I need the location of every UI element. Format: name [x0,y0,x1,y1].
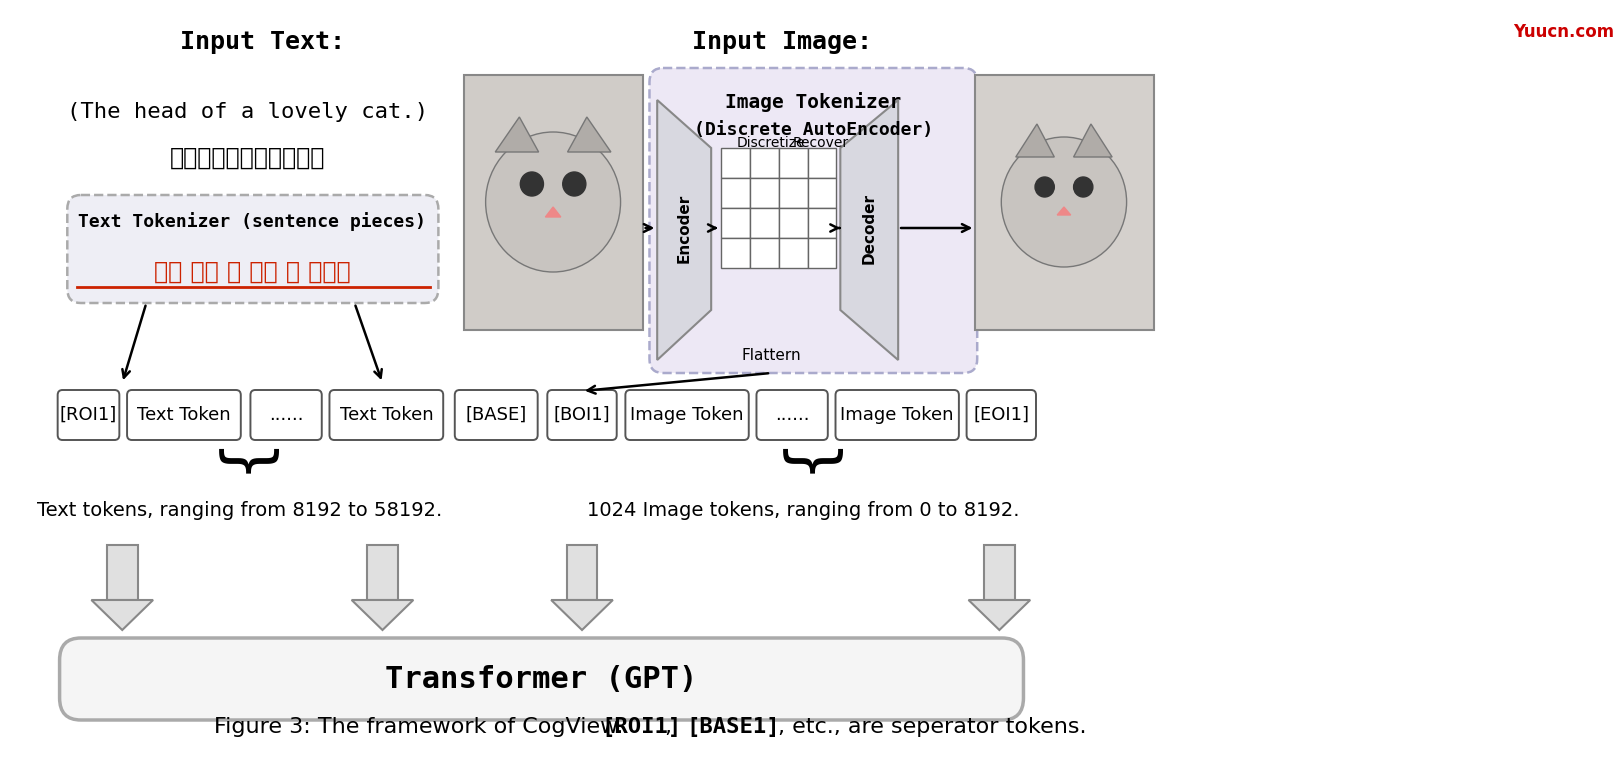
Bar [750,148,777,178]
FancyBboxPatch shape [67,195,438,303]
Text: ......: ...... [774,406,808,424]
Text: Image Token: Image Token [630,406,743,424]
Polygon shape [1073,124,1112,157]
Text: Input Text:: Input Text: [180,30,344,54]
Text: Recover: Recover [792,136,849,150]
Text: 1024 Image tokens, ranging from 0 to 8192.: 1024 Image tokens, ranging from 0 to 819… [588,500,1019,519]
FancyBboxPatch shape [329,390,443,440]
Polygon shape [495,117,539,152]
Bar [777,148,807,178]
Text: [ROI1]: [ROI1] [60,406,117,424]
Text: , etc., are seperator tokens.: , etc., are seperator tokens. [777,717,1086,737]
Bar [721,178,750,208]
Circle shape [563,172,586,196]
Text: Text Token: Text Token [136,406,230,424]
Bar [807,238,836,268]
Text: (The head of a lovely cat.): (The head of a lovely cat.) [67,102,428,122]
Text: Yuucn.com: Yuucn.com [1511,23,1613,41]
FancyBboxPatch shape [547,390,617,440]
FancyBboxPatch shape [966,390,1035,440]
Bar [807,148,836,178]
Polygon shape [1057,207,1070,215]
FancyBboxPatch shape [127,390,240,440]
Bar [807,208,836,238]
Bar [975,75,1152,330]
Text: [BASE1]: [BASE1] [685,717,779,737]
Bar [721,148,750,178]
Bar [464,75,643,330]
Bar [750,238,777,268]
Text: [EOI1]: [EOI1] [972,406,1029,424]
Bar [750,178,777,208]
Text: Decoder: Decoder [862,193,876,264]
Text: }: } [209,446,271,487]
Circle shape [1034,177,1053,197]
Bar [777,178,807,208]
FancyBboxPatch shape [625,390,748,440]
Text: ,: , [664,717,678,737]
FancyBboxPatch shape [60,638,1022,720]
Polygon shape [967,600,1029,630]
Polygon shape [839,100,898,360]
Text: [ROI1]: [ROI1] [601,717,682,737]
Bar [984,545,1014,600]
Text: Encoder: Encoder [677,193,691,262]
Text: Text Tokenizer (sentence pieces): Text Tokenizer (sentence pieces) [78,212,427,231]
Bar [750,208,777,238]
Polygon shape [657,100,711,360]
Polygon shape [550,600,612,630]
Polygon shape [91,600,153,630]
Bar [367,545,398,600]
Bar [807,178,836,208]
Polygon shape [1014,124,1053,157]
Text: Input Image:: Input Image: [691,30,872,54]
Text: Text tokens, ranging from 8192 to 58192.: Text tokens, ranging from 8192 to 58192. [37,500,441,519]
Text: Flattern: Flattern [740,347,800,362]
Text: Image Tokenizer: Image Tokenizer [725,92,901,112]
Text: Discretize: Discretize [737,136,805,150]
Text: }: } [773,446,834,487]
Polygon shape [352,600,414,630]
Bar [721,238,750,268]
Text: [BASE]: [BASE] [466,406,526,424]
Text: (Discrete AutoEncoder): (Discrete AutoEncoder) [693,121,932,139]
Bar [777,208,807,238]
Text: ......: ...... [269,406,304,424]
FancyBboxPatch shape [756,390,828,440]
Circle shape [485,132,620,272]
Bar [107,545,138,600]
FancyBboxPatch shape [250,390,321,440]
Bar [777,238,807,268]
Text: 一只可爱的小猫的头像。: 一只可爱的小猫的头像。 [170,146,325,170]
Text: [BOI1]: [BOI1] [553,406,610,424]
Bar [721,208,750,238]
Bar [566,545,597,600]
Circle shape [519,172,544,196]
FancyBboxPatch shape [454,390,537,440]
Text: Image Token: Image Token [841,406,953,424]
FancyBboxPatch shape [58,390,118,440]
Text: 一只 可爱 的 小猫 的 头像。: 一只 可爱 的 小猫 的 头像。 [154,260,351,284]
Text: Figure 3: The framework of CogView.: Figure 3: The framework of CogView. [214,717,635,737]
Circle shape [1001,137,1126,267]
Text: Transformer (GPT): Transformer (GPT) [385,665,698,694]
Text: Text Token: Text Token [339,406,433,424]
Polygon shape [566,117,610,152]
FancyBboxPatch shape [834,390,958,440]
FancyBboxPatch shape [649,68,977,373]
Circle shape [1073,177,1092,197]
Polygon shape [545,207,560,217]
